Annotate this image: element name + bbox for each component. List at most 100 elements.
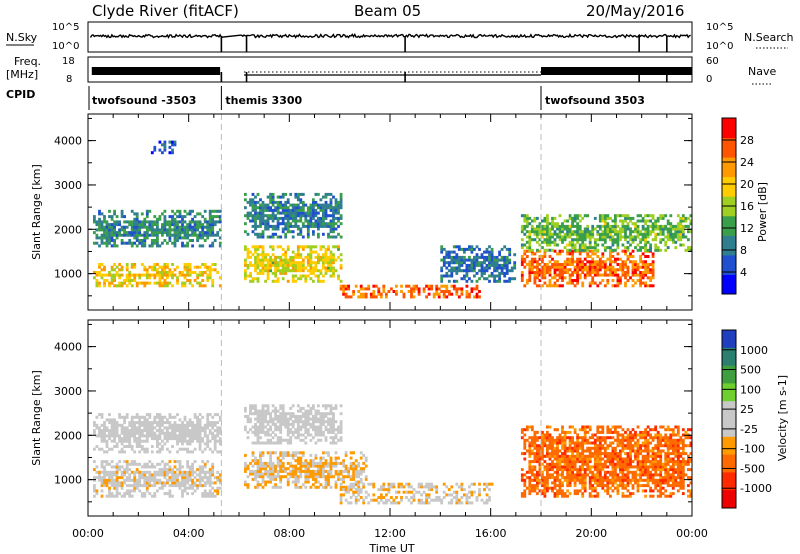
echo-cell <box>369 498 373 502</box>
echo-cell <box>354 488 358 492</box>
echo-cell <box>289 428 293 432</box>
echo-cell <box>161 470 164 474</box>
echo-cell <box>536 235 539 239</box>
echo-cell <box>183 276 187 280</box>
echo-cell <box>286 208 290 212</box>
echo-cell <box>304 203 308 207</box>
echo-cell <box>251 406 255 410</box>
echo-cell <box>143 241 147 245</box>
echo-cell <box>259 271 262 275</box>
echo-cell <box>669 230 673 234</box>
echo-cell <box>317 430 320 434</box>
echo-cell <box>246 430 250 434</box>
echo-cell <box>254 417 257 421</box>
echo-cell <box>568 460 572 464</box>
echo-cell <box>309 459 313 463</box>
echo-cell <box>357 469 361 473</box>
echo-cell <box>324 253 328 257</box>
echo-cell <box>261 475 265 479</box>
echo-cell <box>158 423 162 427</box>
echo-cell <box>103 481 106 485</box>
echo-cell <box>349 467 353 471</box>
echo-cell <box>198 271 202 274</box>
echo-cell <box>279 203 283 207</box>
echo-cell <box>173 241 177 245</box>
echo-cell <box>329 464 333 468</box>
echo-cell <box>327 255 330 259</box>
echo-cell <box>513 263 517 267</box>
echo-cell <box>261 441 265 445</box>
echo-cell <box>465 290 469 293</box>
echo-cell <box>201 468 205 472</box>
echo-cell <box>654 232 658 236</box>
echo-cell <box>490 274 494 278</box>
echo-cell <box>538 238 542 242</box>
echo-cell <box>319 464 323 468</box>
echo-cell <box>551 462 554 466</box>
echo-cell <box>264 420 267 424</box>
echo-cell <box>246 266 250 270</box>
echo-cell <box>256 461 260 465</box>
echo-cell <box>178 447 182 451</box>
echo-cell <box>140 263 144 266</box>
echo-cell <box>115 476 119 480</box>
echo-cell <box>156 421 159 425</box>
echo-cell <box>291 206 295 210</box>
echo-cell <box>568 240 572 244</box>
echo-cell <box>203 484 207 488</box>
echo-cell <box>626 257 630 261</box>
echo-cell <box>317 258 320 262</box>
echo-cell <box>362 467 366 471</box>
echo-cell <box>113 244 116 248</box>
echo-cell <box>573 214 577 218</box>
echo-cell <box>402 292 406 296</box>
echo-cell <box>596 232 600 236</box>
echo-cell <box>548 452 552 456</box>
echo-cell <box>596 248 600 252</box>
echo-cell <box>145 423 149 427</box>
echo-cell <box>171 415 174 419</box>
echo-cell <box>339 235 343 239</box>
echo-cell <box>110 418 114 422</box>
echo-cell <box>681 214 685 218</box>
echo-cell <box>339 485 343 489</box>
echo-cell <box>108 478 111 482</box>
echo-cell <box>422 485 426 489</box>
echo-cell <box>324 477 328 481</box>
echo-cell <box>571 246 574 250</box>
echo-cell <box>558 232 562 236</box>
echo-cell <box>168 268 172 272</box>
echo-cell <box>661 216 665 220</box>
echo-cell <box>211 220 215 224</box>
echo-cell <box>188 265 192 269</box>
echo-cell <box>669 224 673 228</box>
echo-cell <box>624 232 627 236</box>
echo-cell <box>281 464 285 468</box>
echo-cell <box>249 263 252 267</box>
echo-cell <box>566 224 569 228</box>
echo-cell <box>294 417 298 421</box>
echo-cell <box>158 450 162 454</box>
echo-cell <box>186 271 189 274</box>
echo-cell <box>664 224 668 228</box>
echo-cell <box>276 219 280 223</box>
echo-cell <box>551 284 554 288</box>
echo-cell <box>296 247 300 251</box>
echo-cell <box>422 490 426 494</box>
echo-cell <box>176 439 179 443</box>
echo-cell <box>158 418 162 422</box>
echo-cell <box>508 261 512 265</box>
echo-cell <box>543 468 547 472</box>
echo-cell <box>294 216 298 220</box>
echo-cell <box>196 431 199 435</box>
echo-cell <box>571 255 574 258</box>
echo-cell <box>671 235 675 239</box>
echo-cell <box>269 235 272 239</box>
echo-cell <box>528 425 532 429</box>
echo-cell <box>681 227 685 231</box>
echo-cell <box>538 478 542 482</box>
echo-cell <box>251 206 255 210</box>
echo-cell <box>568 232 572 236</box>
echo-cell <box>115 481 119 485</box>
echo-cell <box>188 484 192 488</box>
